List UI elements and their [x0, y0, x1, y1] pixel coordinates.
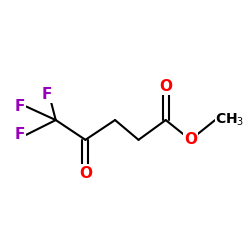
- Text: O: O: [79, 166, 92, 181]
- Text: O: O: [159, 79, 172, 94]
- Text: O: O: [184, 132, 197, 147]
- Text: F: F: [42, 86, 52, 102]
- Text: F: F: [15, 99, 25, 114]
- Text: CH$_3$: CH$_3$: [215, 112, 244, 128]
- Text: F: F: [15, 128, 25, 142]
